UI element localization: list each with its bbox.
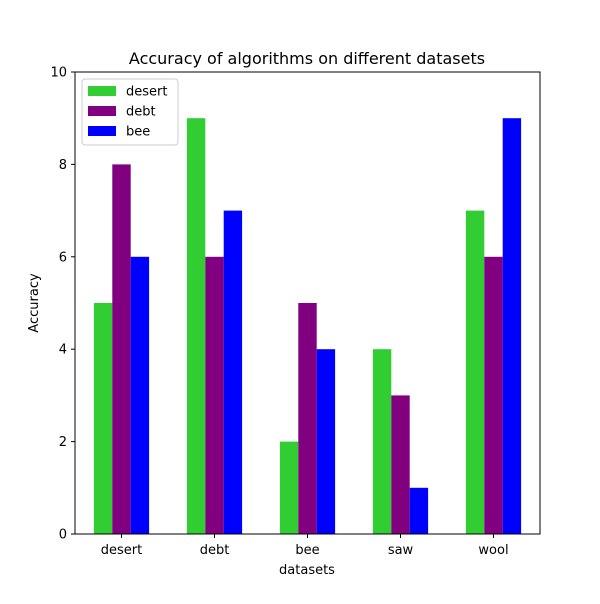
legend-label-debt: debt — [126, 105, 156, 120]
bar-debt-bee — [223, 210, 243, 534]
legend-swatch-desert — [88, 86, 116, 96]
legend-label-bee: bee — [126, 125, 150, 140]
bar-saw-bee — [409, 487, 429, 534]
legend-label-desert: desert — [126, 85, 167, 100]
y-axis-label: Accuracy — [27, 273, 42, 333]
bar-desert-desert — [93, 303, 113, 534]
bar-bee-debt — [298, 303, 317, 534]
bar-desert-debt — [112, 164, 131, 534]
legend: desert debt bee — [81, 78, 179, 146]
x-tick-label: wool — [478, 543, 508, 558]
x-axis-label: datasets — [279, 563, 335, 578]
y-tick-label: 8 — [59, 158, 67, 173]
y-tick-label: 0 — [59, 528, 67, 543]
y-tick-label: 6 — [59, 250, 67, 265]
bar-wool-debt — [484, 256, 503, 534]
bar-debt-desert — [186, 118, 206, 534]
y-tick-label: 10 — [50, 66, 67, 81]
bar-wool-desert — [465, 210, 485, 534]
x-tick-label: bee — [295, 543, 319, 558]
y-tick-label: 2 — [59, 435, 67, 450]
bar-bee-bee — [316, 349, 336, 534]
x-tick-label: saw — [388, 543, 414, 558]
x-tick-label: debt — [200, 543, 230, 558]
bar-saw-desert — [372, 349, 392, 534]
axes-layer: 0 2 4 6 8 10 desert debt bee saw wool — [50, 66, 541, 558]
bar-bee-desert — [279, 441, 299, 534]
legend-swatch-debt — [88, 106, 116, 116]
bars-layer — [93, 118, 522, 534]
legend-swatch-bee — [88, 126, 116, 136]
bar-wool-bee — [502, 118, 522, 534]
chart-title: Accuracy of algorithms on different data… — [129, 49, 485, 68]
bar-saw-debt — [391, 395, 410, 534]
y-tick-label: 4 — [59, 343, 67, 358]
bar-desert-bee — [130, 256, 150, 534]
bar-debt-debt — [205, 256, 224, 534]
x-tick-label: desert — [101, 543, 142, 558]
